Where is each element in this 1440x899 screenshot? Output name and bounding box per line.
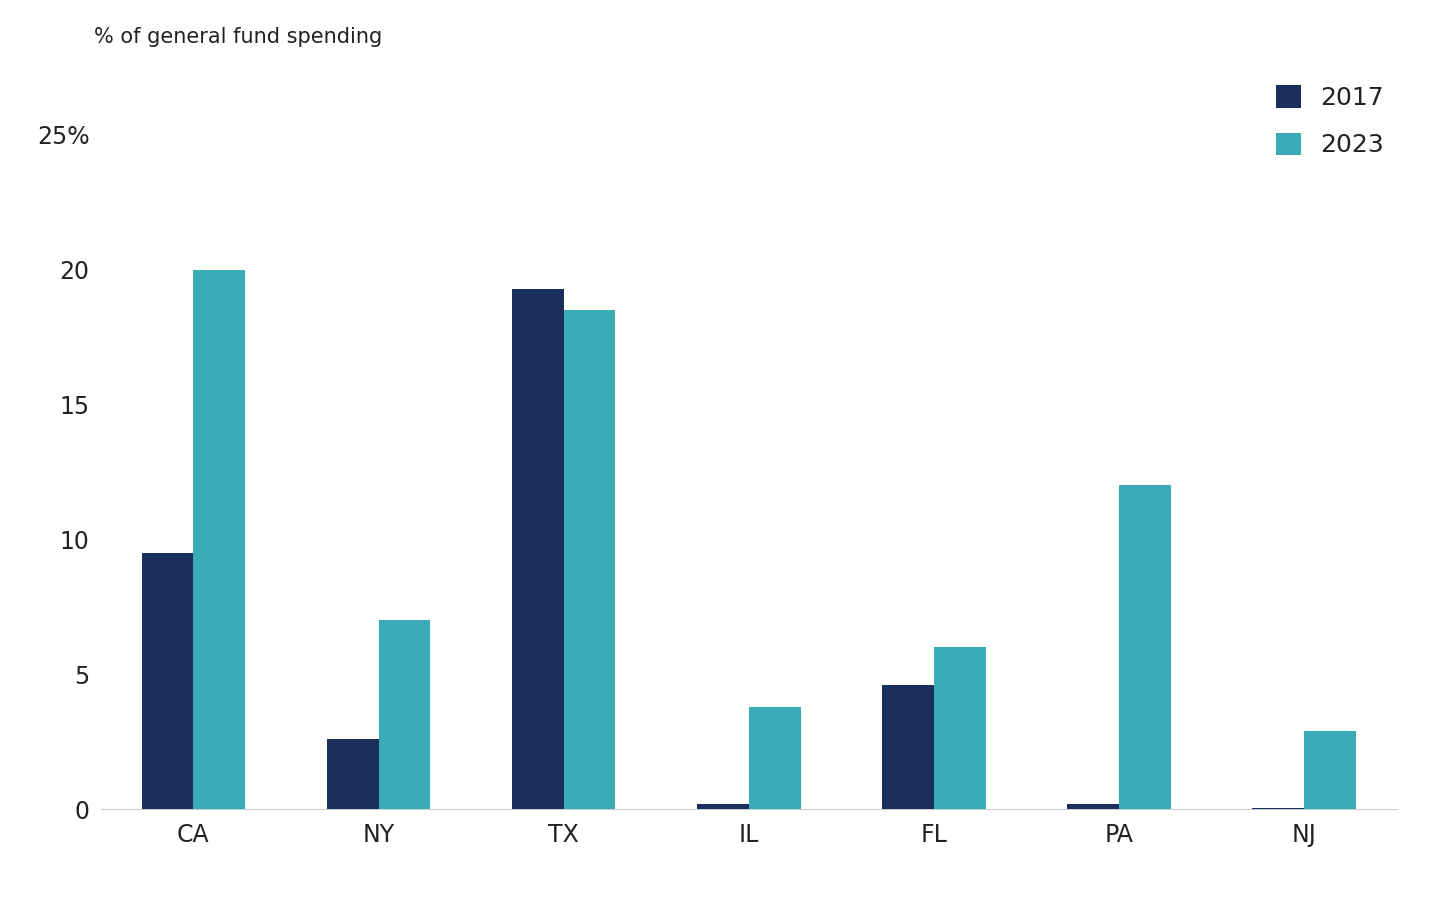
Legend: 2017, 2023: 2017, 2023 <box>1276 85 1384 157</box>
Bar <box>563 310 615 809</box>
Bar <box>697 804 749 809</box>
Text: % of general fund spending: % of general fund spending <box>94 27 382 47</box>
Bar <box>193 270 245 809</box>
Bar <box>1067 804 1119 809</box>
Bar <box>1119 485 1171 809</box>
Bar <box>1305 731 1356 809</box>
Bar <box>935 647 986 809</box>
Bar <box>511 289 563 809</box>
Bar <box>749 707 801 809</box>
Bar <box>327 739 379 809</box>
Bar <box>1253 808 1305 809</box>
Bar <box>883 685 935 809</box>
Bar <box>379 620 431 809</box>
Bar <box>141 553 193 809</box>
